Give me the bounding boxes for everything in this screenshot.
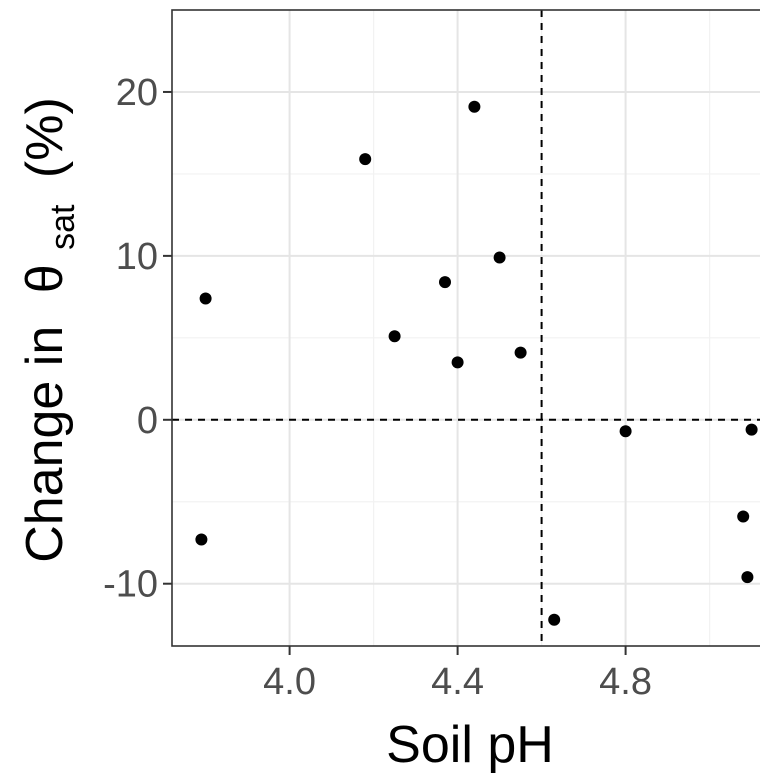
y-axis-title: Change in θ sat (%) <box>16 97 86 563</box>
minor-gridlines <box>172 10 760 646</box>
data-point <box>741 571 754 584</box>
y-tick-label: 20 <box>116 72 158 114</box>
data-point <box>737 510 750 523</box>
x-tick-label: 4.0 <box>263 661 316 703</box>
data-point <box>451 356 464 369</box>
major-gridlines <box>172 10 760 646</box>
data-point <box>493 251 506 264</box>
x-tick-labels: 4.0 4.4 4.8 <box>263 661 652 703</box>
data-points <box>195 100 758 626</box>
data-point <box>514 346 527 359</box>
y-axis-title-symbol: θ <box>16 264 74 293</box>
y-tick-labels: -10 0 10 20 <box>103 72 158 606</box>
reference-lines <box>172 10 760 646</box>
data-point <box>745 423 758 436</box>
y-axis-title-suffix: (%) <box>16 97 74 178</box>
data-point <box>468 100 481 113</box>
data-point <box>359 153 372 166</box>
data-point <box>199 292 212 305</box>
y-axis-title-prefix: Change in <box>16 326 74 563</box>
data-point <box>195 533 208 546</box>
x-tick-label: 4.8 <box>599 661 652 703</box>
x-axis-title: Soil pH <box>386 716 554 774</box>
data-point <box>548 613 561 626</box>
axis-ticks <box>163 90 627 655</box>
x-tick-label: 4.4 <box>431 661 484 703</box>
data-point <box>388 330 401 343</box>
y-tick-label: -10 <box>103 564 158 606</box>
y-axis-title-subscript: sat <box>44 204 82 250</box>
data-point <box>619 425 632 438</box>
data-point <box>439 276 451 289</box>
y-tick-label: 0 <box>137 400 158 442</box>
plot-panel-border <box>171 9 760 647</box>
y-tick-label: 10 <box>116 236 158 278</box>
